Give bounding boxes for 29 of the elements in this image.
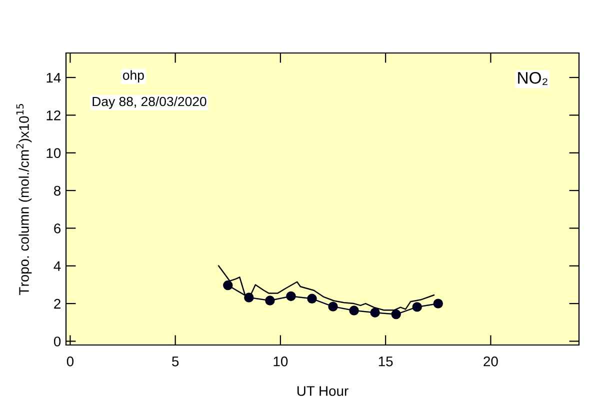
point — [223, 280, 233, 290]
x-tick-label: 10 — [274, 356, 288, 366]
y-tick-label: 0 — [54, 336, 61, 346]
y-tick-label: 12 — [46, 110, 60, 120]
point — [349, 306, 359, 316]
x-tick-label: 20 — [484, 356, 498, 366]
x-tick-label: 0 — [66, 356, 74, 366]
x-axis-title: UT Hour — [297, 386, 348, 396]
point — [286, 291, 296, 302]
point — [391, 309, 401, 320]
point — [265, 296, 275, 306]
point — [370, 308, 380, 318]
point — [307, 294, 317, 304]
point — [244, 292, 254, 302]
y-tick-label: 2 — [54, 298, 60, 309]
x-tick-label: 15 — [378, 356, 393, 366]
annotation: Day 88, 28/03/2020 — [92, 96, 206, 109]
point — [328, 302, 338, 312]
y-axis-title: Tropo. column (mol./cm$^{2}$)x10$^{15}$ — [16, 104, 32, 295]
annotation: NO₂ — [518, 72, 548, 86]
point — [412, 302, 422, 312]
y-tick-label: 8 — [54, 186, 61, 196]
y-tick-label: 10 — [46, 148, 61, 158]
point — [433, 298, 443, 308]
y-tick-label: 4 — [54, 261, 61, 271]
x-tick-label: 5 — [172, 356, 179, 366]
y-tick-label: 6 — [54, 224, 61, 234]
y-tick-label: 14 — [46, 72, 61, 83]
annotation: ohp — [122, 70, 144, 83]
